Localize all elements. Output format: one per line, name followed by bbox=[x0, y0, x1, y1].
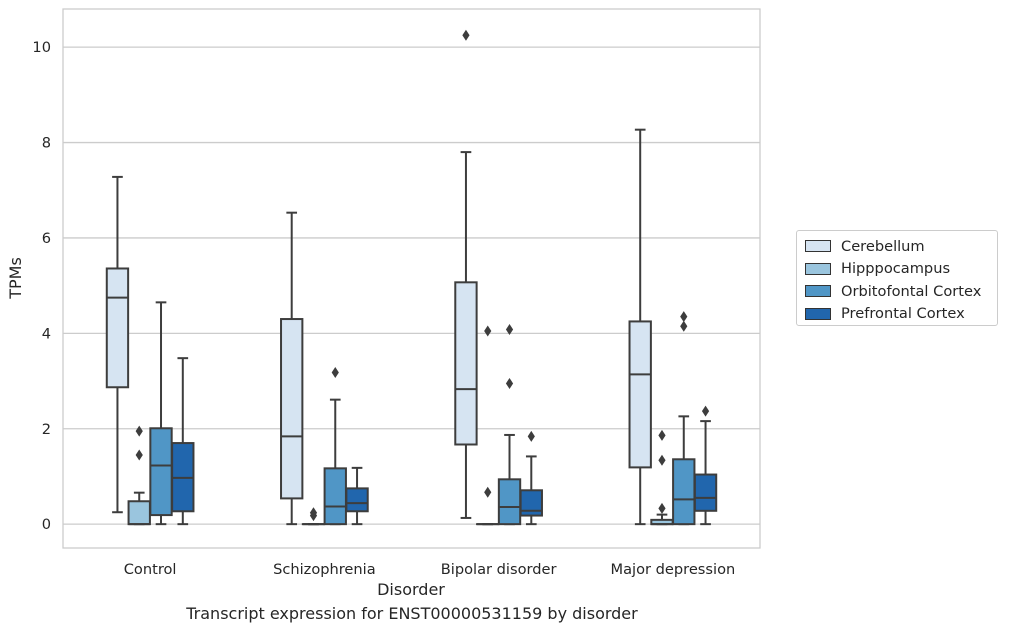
box-prefrontal-cortex bbox=[171, 357, 195, 526]
box-cerebellum bbox=[454, 29, 478, 519]
axis-ticks: 0 2 4 6 8 10 Control Schizophrenia Bipolar disor… bbox=[32, 39, 735, 578]
legend-label: Cerebellum bbox=[841, 237, 925, 255]
legend-swatch bbox=[805, 307, 831, 320]
outlier-point bbox=[658, 429, 666, 441]
outlier-point bbox=[680, 311, 688, 323]
outlier-point bbox=[309, 507, 318, 519]
box-cerebellum bbox=[628, 128, 652, 526]
legend-item: Prefrontal Cortex bbox=[805, 303, 989, 326]
box-iqr bbox=[105, 267, 130, 389]
box-orbitofontal-cortex bbox=[149, 301, 173, 526]
y-tick-label: 4 bbox=[42, 325, 51, 342]
box-hipppocampus bbox=[301, 507, 326, 526]
x-axis-label: Disorder bbox=[377, 580, 445, 599]
y-tick-label: 2 bbox=[42, 421, 51, 438]
outlier-point bbox=[658, 502, 666, 514]
outlier-point bbox=[331, 366, 339, 378]
x-tick-label: Schizophrenia bbox=[273, 561, 376, 578]
y-tick-label: 6 bbox=[42, 230, 51, 247]
box-prefrontal-cortex bbox=[693, 405, 718, 526]
box-cerebellum bbox=[280, 211, 304, 526]
outlier-point bbox=[135, 425, 143, 437]
outlier-point bbox=[658, 454, 666, 466]
box-iqr bbox=[280, 318, 304, 500]
legend-item: Cerebellum bbox=[805, 235, 989, 258]
legend-item: Orbitofontal Cortex bbox=[805, 280, 989, 303]
box-iqr bbox=[149, 427, 173, 517]
legend-label: Prefrontal Cortex bbox=[841, 305, 965, 323]
plot-frame bbox=[62, 8, 761, 549]
legend-swatch bbox=[805, 262, 831, 275]
x-tick-label: Major depression bbox=[610, 561, 735, 578]
outlier-point bbox=[505, 324, 514, 336]
y-tick-label: 8 bbox=[42, 135, 51, 152]
legend-item: Hipppocampus bbox=[805, 258, 989, 281]
x-tick-label: Control bbox=[124, 561, 177, 578]
x-tick-label: Bipolar disorder bbox=[441, 561, 557, 578]
box-hipppocampus bbox=[127, 425, 151, 526]
box-iqr bbox=[127, 500, 151, 526]
box-iqr bbox=[497, 478, 522, 526]
outlier-point bbox=[527, 430, 535, 442]
box-iqr bbox=[323, 467, 347, 526]
legend-swatch bbox=[805, 240, 831, 253]
box-iqr bbox=[454, 281, 478, 446]
box-iqr bbox=[628, 320, 652, 469]
y-axis-label: TPMs bbox=[6, 257, 25, 300]
y-tick-label: 0 bbox=[42, 516, 51, 533]
figure-caption: Transcript expression for ENST0000053115… bbox=[186, 604, 638, 623]
box-cerebellum bbox=[105, 175, 130, 514]
outlier-point bbox=[701, 405, 710, 417]
box-prefrontal-cortex bbox=[345, 466, 369, 526]
legend-label: Orbitofontal Cortex bbox=[841, 282, 982, 300]
box-iqr bbox=[693, 473, 718, 512]
legend-label: Hipppocampus bbox=[841, 260, 951, 278]
outlier-point bbox=[135, 449, 143, 461]
outlier-point bbox=[484, 486, 492, 498]
outlier-point bbox=[462, 29, 470, 41]
box-hipppocampus bbox=[650, 429, 674, 526]
box-prefrontal-cortex bbox=[519, 430, 543, 526]
box-hipppocampus bbox=[476, 325, 500, 526]
outlier-point bbox=[484, 325, 492, 337]
box-orbitofontal-cortex bbox=[323, 366, 347, 526]
box-iqr bbox=[672, 458, 696, 526]
legend: Cerebellum Hipppocampus Orbitofontal Corte… bbox=[796, 230, 998, 326]
outlier-point bbox=[680, 320, 688, 332]
box-orbitofontal-cortex bbox=[672, 311, 696, 526]
box-plot-area bbox=[105, 29, 718, 526]
legend-swatch bbox=[805, 285, 831, 298]
box-iqr bbox=[519, 489, 543, 517]
y-tick-label: 10 bbox=[32, 39, 51, 56]
box-iqr bbox=[345, 487, 369, 513]
box-orbitofontal-cortex bbox=[497, 324, 522, 526]
outlier-point bbox=[505, 377, 514, 389]
